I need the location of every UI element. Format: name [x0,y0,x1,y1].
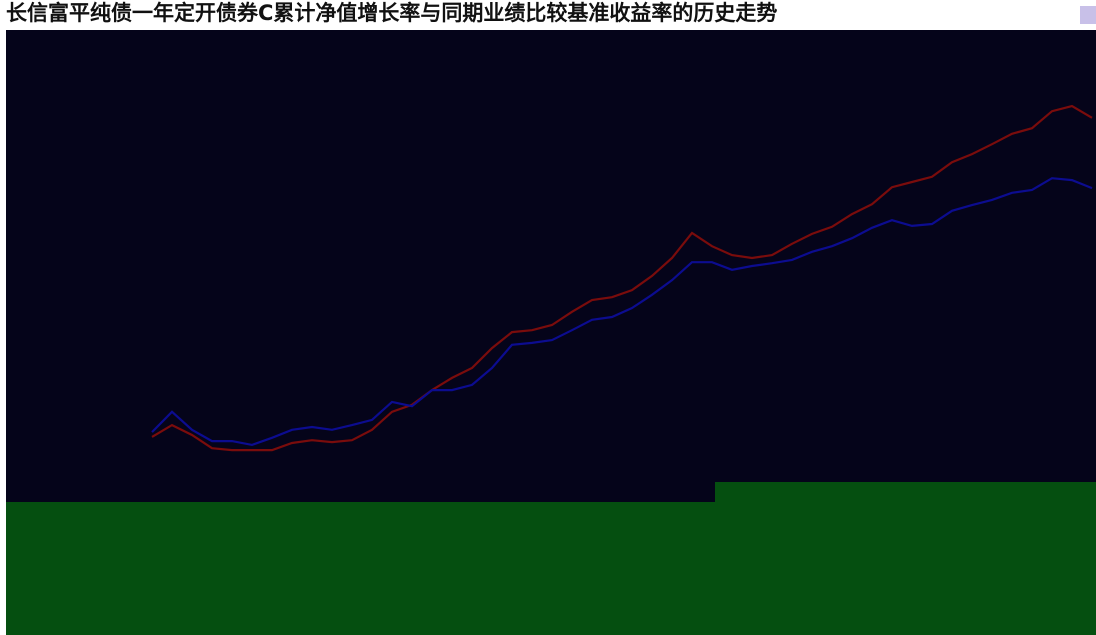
legend-patch [715,482,1096,502]
series-line [151,104,1093,452]
plot-area [6,30,1096,502]
series-line [151,177,1093,447]
chart-title: 长信富平纯债一年定开债券C累计净值增长率与同期业绩比较基准收益率的历史走势 [6,1,777,25]
corner-block [1080,6,1096,24]
bottom-band [6,502,1096,635]
